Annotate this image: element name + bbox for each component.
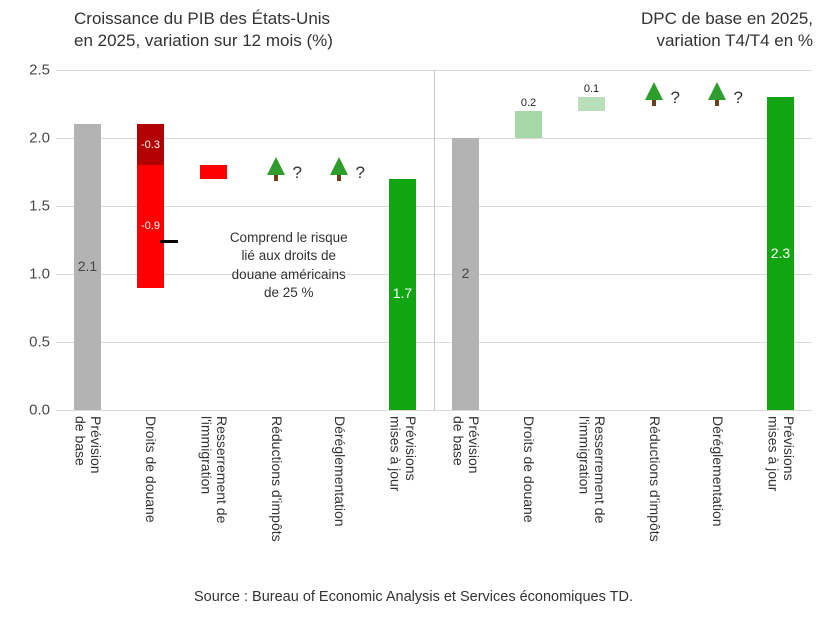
bar-value-label: -0.1 <box>200 151 226 163</box>
category-label: Déréglementation <box>332 416 347 527</box>
bar-value-label: 2.1 <box>74 258 100 274</box>
chart-column: 2.3 <box>767 70 793 410</box>
tree-icon <box>643 82 665 114</box>
annotation-leader <box>160 240 178 243</box>
category-label: Prévisionsmises à jour <box>765 416 796 491</box>
tree-icon <box>328 157 350 189</box>
bar-value-label: 1.7 <box>389 285 415 301</box>
category-label: Déréglementation <box>710 416 725 527</box>
annotation-text: Comprend le risquelié aux droits dedouan… <box>211 229 366 302</box>
ytick-label: 2.5 <box>14 62 50 79</box>
bar-value-label: -0.9 <box>137 220 163 232</box>
category-label: Droits de douane <box>521 416 536 523</box>
category-label: Prévisionde base <box>72 416 103 474</box>
question-mark: ? <box>355 163 364 183</box>
bar-value-label: 0.1 <box>578 83 604 95</box>
tree-icon <box>265 157 287 189</box>
chart-source: Source : Bureau of Economic Analysis et … <box>0 589 827 605</box>
bar-value-label: -0.3 <box>137 139 163 151</box>
chart-column: 2 <box>452 70 478 410</box>
chart-title-left: Croissance du PIB des États-Unis en 2025… <box>74 8 414 52</box>
bar-value-label: 2 <box>452 265 478 281</box>
bar-value-label: 0.2 <box>515 97 541 109</box>
ytick-label: 2.0 <box>14 130 50 147</box>
category-label: Prévisionsmises à jour <box>387 416 418 491</box>
gridline <box>56 410 812 411</box>
title-left-line1: Croissance du PIB des États-Unis <box>74 9 330 28</box>
ytick-label: 0.0 <box>14 402 50 419</box>
bar-segment <box>578 97 604 111</box>
panel-divider <box>434 70 435 410</box>
chart-column: ? <box>641 70 667 410</box>
ytick-label: 0.5 <box>14 334 50 351</box>
question-mark: ? <box>292 163 301 183</box>
category-label: Réductions d'impôts <box>269 416 284 542</box>
chart-column: 0.2 <box>515 70 541 410</box>
tree-icon <box>706 82 728 114</box>
title-right-line1: DPC de base en 2025, <box>641 9 813 28</box>
bar-segment <box>515 111 541 138</box>
category-label: Prévisionde base <box>450 416 481 474</box>
ytick-label: 1.0 <box>14 266 50 283</box>
bar-value-label: 2.3 <box>767 245 793 261</box>
chart-column: 0.1 <box>578 70 604 410</box>
ytick-label: 1.5 <box>14 198 50 215</box>
title-left-line2: en 2025, variation sur 12 mois (%) <box>74 31 333 50</box>
chart-title-right: DPC de base en 2025, variation T4/T4 en … <box>553 8 813 52</box>
chart-column: ? <box>704 70 730 410</box>
category-label: Droits de douane <box>143 416 158 523</box>
category-label: Resserrement del'immigration <box>576 416 607 523</box>
category-label: Réductions d'impôts <box>647 416 662 542</box>
category-label: Resserrement del'immigration <box>198 416 229 523</box>
chart-column: 2.1 <box>74 70 100 410</box>
bar-segment <box>200 165 226 179</box>
title-right-line2: variation T4/T4 en % <box>656 31 813 50</box>
question-mark: ? <box>733 88 742 108</box>
question-mark: ? <box>670 88 679 108</box>
x-axis-labels: Prévisionde base Droits de douane Resserre… <box>56 416 812 576</box>
chart-column: 1.7 <box>389 70 415 410</box>
chart-plot-area: 0.00.51.01.52.02.52.1-0.9-0.3-0.1??1.720… <box>56 70 812 410</box>
